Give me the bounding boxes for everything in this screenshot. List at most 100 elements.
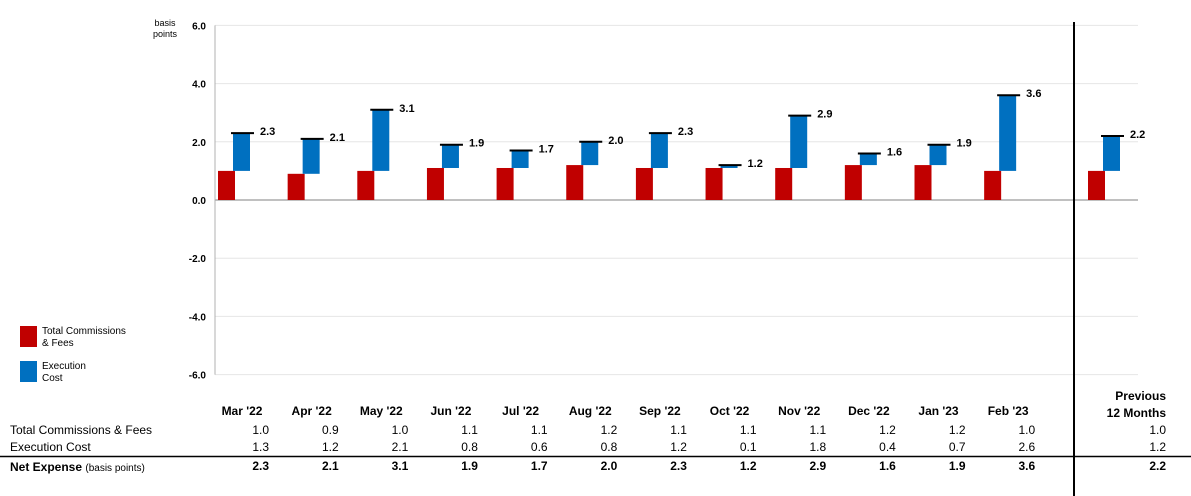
legend-item-execution: Execution Cost: [20, 361, 162, 385]
table-cell-commissions-10: 1.2: [949, 423, 966, 437]
table-cell-execution-8: 1.8: [810, 440, 827, 454]
net-data-label-5: 2.0: [608, 135, 623, 147]
bar-execution-10: [929, 144, 947, 166]
table-cell-commissions-5: 1.2: [601, 423, 618, 437]
net-data-label-4: 1.7: [539, 144, 554, 156]
bar-execution-3: [441, 144, 459, 168]
table-cell-execution-6: 1.2: [670, 440, 687, 454]
table-cell-execution-3: 0.8: [461, 440, 478, 454]
legend-label-execution-line2: Cost: [42, 373, 63, 384]
bar-commissions-5: [566, 165, 584, 200]
table-cell-net-12: 2.2: [1149, 459, 1166, 473]
bar-execution-9: [859, 153, 877, 166]
table-cell-net-4: 1.7: [531, 459, 548, 473]
net-data-label-11: 3.6: [1026, 88, 1041, 100]
table-cell-net-11: 3.6: [1018, 459, 1035, 473]
table-cell-net-5: 2.0: [601, 459, 618, 473]
bar-commissions-0: [218, 170, 235, 200]
bar-commissions-11: [984, 170, 1002, 200]
table-cell-commissions-7: 1.1: [740, 423, 757, 437]
x-category-label-5: Aug '22: [569, 404, 612, 418]
bar-commissions-8: [775, 167, 793, 200]
bar-commissions-2: [357, 170, 375, 200]
x-category-label-0: Mar '22: [222, 404, 263, 418]
bar-execution-5: [581, 141, 599, 166]
bar-execution-8: [790, 115, 808, 168]
bar-commissions-summary: [1088, 170, 1105, 200]
net-data-label-summary: 2.2: [1130, 129, 1145, 141]
net-data-label-7: 1.2: [748, 158, 763, 170]
bar-commissions-4: [496, 167, 514, 200]
y-tick-label-4: -2.0: [189, 254, 207, 265]
x-category-label-10: Jan '23: [918, 404, 959, 418]
x-category-label-4: Jul '22: [502, 404, 539, 418]
bar-commissions-7: [705, 167, 723, 200]
row-label-net-text: Net Expense: [10, 460, 83, 474]
table-cell-commissions-2: 1.0: [392, 423, 409, 437]
x-category-label-8: Nov '22: [778, 404, 821, 418]
prev-heading-line2: 12 Months: [1106, 406, 1166, 420]
table-cell-execution-1: 1.2: [322, 440, 339, 454]
row-label-commissions: Total Commissions & Fees: [10, 423, 153, 437]
table-cell-net-8: 2.9: [810, 459, 827, 473]
legend-label-commissions-line1: Total Commissions: [42, 326, 126, 337]
x-category-label-6: Sep '22: [639, 404, 681, 418]
y-axis-title-line1: basis: [154, 18, 176, 28]
table-cell-net-9: 1.6: [879, 459, 896, 473]
net-data-label-3: 1.9: [469, 138, 484, 150]
legend-item-commissions: Total Commissions & Fees: [20, 326, 162, 350]
bar-execution-0: [233, 133, 250, 171]
net-data-label-0: 2.3: [260, 126, 275, 138]
table-cell-commissions-6: 1.1: [670, 423, 687, 437]
bar-commissions-3: [426, 167, 444, 200]
previous-12-months-heading: Previous 12 Months: [1107, 388, 1166, 422]
y-tick-label-0: 6.0: [192, 21, 206, 32]
legend-label-commissions-line2: & Fees: [42, 338, 74, 349]
bar-execution-4: [511, 150, 529, 168]
table-cell-net-2: 3.1: [392, 459, 409, 473]
bar-execution-7: [720, 165, 738, 168]
bar-execution-11: [999, 95, 1017, 171]
table-cell-net-10: 1.9: [949, 459, 966, 473]
table-cell-commissions-12: 1.0: [1149, 423, 1166, 437]
table-cell-net-1: 2.1: [322, 459, 339, 473]
bar-execution-2: [372, 109, 390, 171]
table-cell-execution-7: 0.1: [740, 440, 757, 454]
net-data-label-9: 1.6: [887, 146, 902, 158]
bar-commissions-9: [844, 165, 862, 200]
prev-heading-line1: Previous: [1115, 389, 1166, 403]
net-data-label-10: 1.9: [957, 138, 972, 150]
bar-commissions-1: [287, 173, 305, 200]
x-category-label-3: Jun '22: [431, 404, 472, 418]
table-cell-commissions-9: 1.2: [879, 423, 896, 437]
row-label-execution: Execution Cost: [10, 440, 91, 454]
table-cell-execution-9: 0.4: [879, 440, 896, 454]
table-cell-commissions-1: 0.9: [322, 423, 339, 437]
table-cell-net-7: 1.2: [740, 459, 757, 473]
bar-execution-1: [302, 138, 320, 174]
y-tick-label-2: 2.0: [192, 138, 206, 149]
table-cell-commissions-11: 1.0: [1018, 423, 1035, 437]
x-category-label-9: Dec '22: [848, 404, 890, 418]
y-axis-title-line2: points: [152, 29, 178, 39]
legend-label-execution-line1: Execution: [42, 361, 86, 372]
table-cell-execution-5: 0.8: [601, 440, 618, 454]
legend-swatch-commissions: [20, 326, 37, 347]
x-category-label-7: Oct '22: [710, 404, 750, 418]
table-cell-execution-2: 2.1: [392, 440, 409, 454]
table-cell-commissions-4: 1.1: [531, 423, 548, 437]
table-cell-commissions-0: 1.0: [252, 423, 269, 437]
bar-commissions-10: [914, 165, 932, 200]
table-cell-commissions-8: 1.1: [810, 423, 827, 437]
legend-swatch-execution: [20, 361, 37, 382]
y-tick-label-5: -4.0: [189, 312, 207, 323]
net-data-label-1: 2.1: [330, 132, 345, 144]
table-cell-commissions-3: 1.1: [461, 423, 478, 437]
table-cell-execution-11: 2.6: [1018, 440, 1035, 454]
y-axis-title: basis points: [150, 18, 180, 40]
table-cell-net-6: 2.3: [670, 459, 687, 473]
net-data-label-6: 2.3: [678, 126, 693, 138]
table-cell-net-0: 2.3: [252, 459, 269, 473]
x-category-label-2: May '22: [360, 404, 403, 418]
